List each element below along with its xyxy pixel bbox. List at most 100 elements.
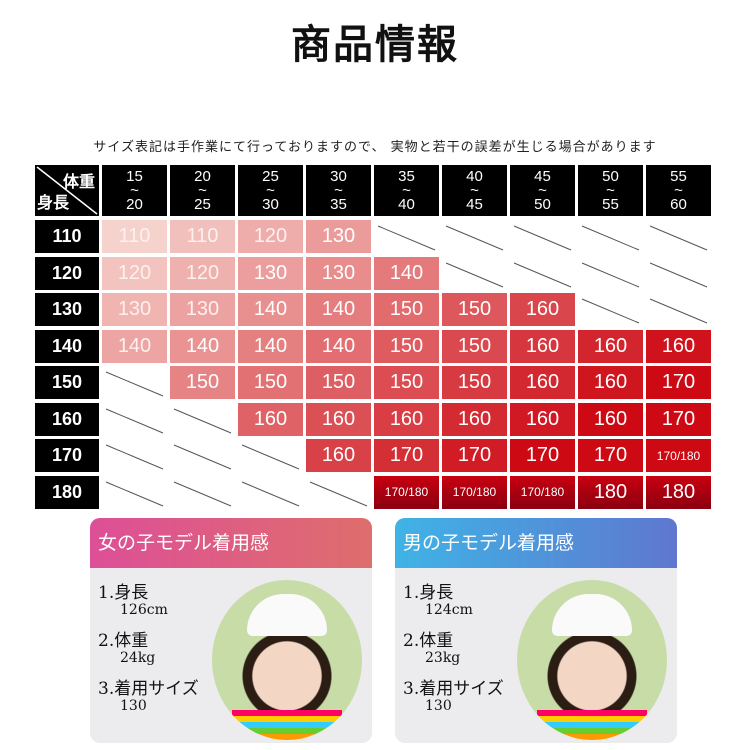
boy-height-label: 1.身長 (403, 583, 454, 603)
table-row: 150 150 150 150 150 150 160 160 170 (35, 366, 714, 399)
corner-height-label: 身長 (37, 195, 70, 212)
weight-max: 50 (534, 195, 551, 213)
empty-cell (646, 257, 711, 290)
size-cell: 160 (442, 402, 507, 436)
weight-header: 30 ~35 (306, 165, 371, 216)
weight-header: 40 ~45 (442, 165, 507, 216)
size-cell: 160 (510, 329, 575, 363)
weight-header: 35 ~40 (374, 165, 439, 216)
empty-cell (170, 403, 235, 436)
tilde: ~ (334, 181, 343, 199)
size-cell: 120 (238, 220, 303, 253)
empty-cell (510, 220, 575, 253)
size-cell: 140 (238, 293, 303, 326)
table-row: 170 160 170 170 170 170 170/180 (35, 439, 714, 472)
size-cell: 180 (578, 475, 643, 509)
size-cell: 150 (442, 293, 507, 326)
table-row: 110 110 110 120 130 (35, 220, 714, 253)
girl-model-photo (212, 580, 362, 740)
girl-height: 126cm (120, 602, 168, 618)
size-cell: 170/180 (442, 475, 507, 509)
empty-cell (510, 257, 575, 290)
weight-min: 15 (126, 167, 143, 185)
height-label: 110 (35, 220, 99, 253)
girl-size-label: 3.着用サイズ (98, 679, 199, 699)
boy-model-card: 男の子モデル着用感 1.身長 124cm 2.体重 23kg 3.着用サイズ 1… (395, 518, 677, 743)
size-cell: 120 (102, 256, 167, 290)
empty-cell (102, 403, 167, 436)
size-cell: 170/180 (510, 475, 575, 509)
size-chart: 体重 身長 15 ~20 20 ~25 25 ~30 30 ~35 35 ~40 40 ~45 45 ~50 5… (35, 165, 714, 512)
size-cell: 150 (170, 366, 235, 399)
size-cell: 180 (646, 475, 711, 509)
empty-cell (646, 293, 711, 326)
weight-header: 25 ~30 (238, 165, 303, 216)
size-cell: 150 (374, 293, 439, 326)
weight-max: 55 (602, 195, 619, 213)
size-cell: 160 (578, 329, 643, 363)
empty-cell (646, 220, 711, 253)
size-cell: 170 (442, 439, 507, 472)
size-cell: 160 (510, 293, 575, 326)
weight-min: 20 (194, 167, 211, 185)
size-cell: 150 (374, 366, 439, 399)
empty-cell (170, 476, 235, 509)
size-cell: 130 (170, 293, 235, 326)
boy-weight: 23kg (425, 650, 461, 666)
size-cell: 150 (442, 329, 507, 363)
size-cell: 170/180 (646, 439, 711, 472)
weight-min: 55 (670, 167, 687, 185)
tilde: ~ (674, 181, 683, 199)
empty-cell (170, 439, 235, 472)
weight-min: 40 (466, 167, 483, 185)
tilde: ~ (470, 181, 479, 199)
weight-max: 25 (194, 195, 211, 213)
tilde: ~ (538, 181, 547, 199)
height-label: 140 (35, 329, 99, 363)
height-label: 150 (35, 366, 99, 399)
size-cell: 140 (306, 293, 371, 326)
boy-weight-label: 2.体重 (403, 631, 454, 651)
weight-header: 20 ~25 (170, 165, 235, 216)
girl-card-title: 女の子モデル着用感 (90, 518, 372, 568)
weight-header: 45 ~50 (510, 165, 575, 216)
size-cell: 130 (306, 220, 371, 253)
size-cell: 130 (102, 293, 167, 326)
size-cell: 120 (170, 256, 235, 290)
tilde: ~ (266, 181, 275, 199)
weight-min: 45 (534, 167, 551, 185)
table-row: 140 140 140 140 140 150 150 160 160 160 (35, 329, 714, 363)
size-cell: 160 (306, 402, 371, 436)
page-title: 商品情報 (291, 21, 459, 68)
size-cell: 160 (374, 402, 439, 436)
empty-cell (442, 257, 507, 290)
boy-size: 130 (425, 698, 452, 714)
weight-max: 60 (670, 195, 687, 213)
size-cell: 140 (306, 329, 371, 363)
size-cell: 130 (306, 256, 371, 290)
empty-cell (442, 220, 507, 253)
size-cell: 110 (102, 220, 167, 253)
size-cell: 140 (238, 329, 303, 363)
size-cell: 160 (578, 402, 643, 436)
tilde: ~ (198, 181, 207, 199)
weight-min: 25 (262, 167, 279, 185)
size-cell: 150 (238, 366, 303, 399)
size-cell: 150 (442, 366, 507, 399)
table-row: 160 160 160 160 160 160 160 170 (35, 402, 714, 436)
size-cell: 150 (306, 366, 371, 399)
size-cell: 160 (238, 402, 303, 436)
empty-cell (306, 476, 371, 509)
tilde: ~ (402, 181, 411, 199)
size-cell: 160 (510, 366, 575, 399)
tilde: ~ (130, 181, 139, 199)
size-cell: 140 (374, 256, 439, 290)
weight-max: 45 (466, 195, 483, 213)
size-cell: 140 (170, 329, 235, 363)
boy-card-title: 男の子モデル着用感 (395, 518, 677, 568)
weight-min: 35 (398, 167, 415, 185)
height-label: 180 (35, 475, 99, 509)
table-row: 180 170/180 170/180 170/180 180 180 (35, 475, 714, 509)
height-label: 130 (35, 293, 99, 326)
weight-max: 40 (398, 195, 415, 213)
